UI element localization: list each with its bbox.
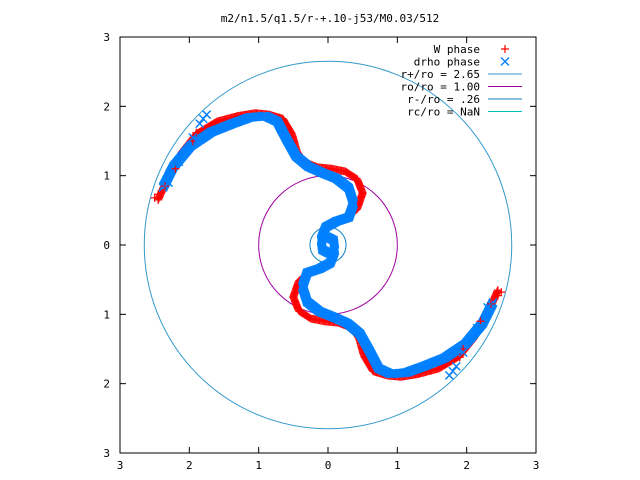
x-tick-label: 2: [463, 459, 470, 472]
drho-phase-point: [195, 119, 205, 129]
w-phase-point: [150, 193, 159, 202]
drho-phase-point: [465, 334, 475, 344]
y-tick-label: 1: [103, 170, 110, 183]
legend-label: r-/ro = .26: [407, 93, 480, 106]
legend-label: ro/ro = 1.00: [401, 81, 480, 94]
x-tick-label: 3: [117, 459, 124, 472]
x-tick-labels: 3 2 1 0 1 2 3: [117, 459, 540, 472]
drho-phase-point: [188, 133, 198, 143]
y-tick-labels: 3 2 1 0 1 2 3: [103, 31, 110, 460]
phase-points: [150, 109, 506, 381]
w-phase-point: [493, 291, 502, 300]
y-tick-label: 0: [103, 239, 110, 252]
x-tick-label: 0: [325, 459, 332, 472]
legend-label: W phase: [434, 43, 480, 56]
x-tick-label: 2: [186, 459, 193, 472]
drho-phase-point: [202, 110, 212, 120]
y-tick-label: 1: [103, 308, 110, 321]
reference-circle: [143, 60, 513, 430]
drho-phase-point: [451, 361, 461, 371]
drho-phase-point: [174, 157, 184, 167]
axis-ticks: [119, 36, 537, 454]
x-tick-label: 1: [394, 459, 401, 472]
w-phase-point: [455, 353, 464, 362]
legend-label: rc/ro = NaN: [407, 106, 480, 119]
legend-label: r+/ro = 2.65: [401, 68, 480, 81]
drho-phase-point: [482, 302, 492, 312]
legend-marker: [501, 45, 509, 53]
legend-label: drho phase: [414, 56, 480, 69]
drho-phase-point: [444, 370, 454, 380]
drho-phase-point: [472, 323, 482, 333]
chart-title: m2/n1.5/q1.5/r-+.10-j53/M0.03/512: [221, 12, 440, 25]
y-tick-label: 2: [103, 378, 110, 391]
x-tick-label: 3: [533, 459, 540, 472]
y-tick-label: 3: [103, 31, 110, 44]
drho-phase-point: [322, 232, 332, 242]
drho-phase-point: [181, 146, 191, 156]
w-phase-point: [154, 190, 163, 199]
w-phase-point: [192, 128, 201, 137]
drho-phase-point: [164, 178, 174, 188]
x-tick-label: 1: [255, 459, 262, 472]
w-phase-point: [497, 288, 506, 297]
reference-circle: [258, 175, 398, 315]
legend-marker: [500, 57, 510, 66]
drho-phase-point: [458, 347, 468, 357]
y-tick-label: 3: [103, 447, 110, 460]
y-tick-label: 2: [103, 100, 110, 113]
